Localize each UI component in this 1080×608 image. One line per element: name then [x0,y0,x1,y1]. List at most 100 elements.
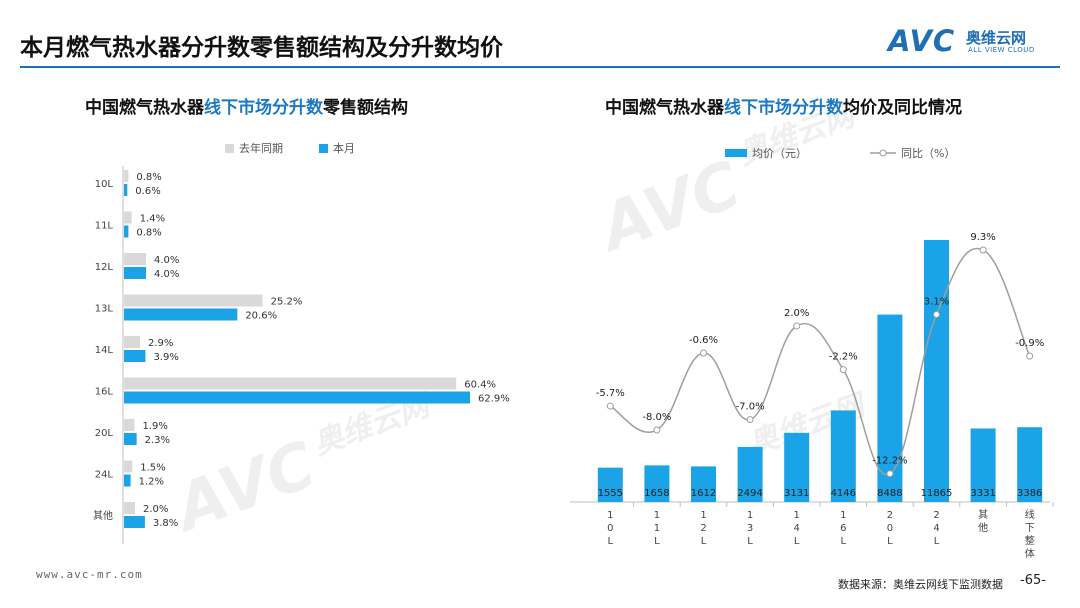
footer-url: www.avc-mr.com [36,568,143,581]
yoy-point [653,426,661,434]
bar-value-label: 1555 [598,488,623,499]
left-chart-title-prefix: 中国燃气热水器 [85,98,204,118]
yoy-label: -12.2% [872,456,907,467]
category-label: L [701,536,707,547]
bar-value-label: 3386 [1017,488,1042,499]
yoy-label: 9.3% [970,232,995,243]
page-title: 本月燃气热水器分升数零售额结构及分升数均价 [20,35,503,61]
bar-last-year [124,211,132,224]
legend-swatch [319,143,328,153]
bar-value-label: 3331 [970,488,995,499]
yoy-point [979,246,987,254]
category-label: 16L [95,387,114,398]
legend-swatch [725,149,747,157]
bar-value-label: 3131 [784,488,809,499]
data-label: 0.8% [136,228,161,239]
category-label: 1 [840,510,846,521]
category-label: 6 [840,523,846,534]
legend-line-swatch [870,149,896,157]
category-label: 2 [887,510,893,521]
category-label: 0 [887,523,893,534]
category-label: 1 [700,510,706,521]
page-number: -65- [1020,573,1046,588]
bar-this-month [124,308,238,321]
legend-label: 去年同期 [239,142,283,155]
legend-label: 均价（元） [752,147,807,160]
data-label: 2.3% [145,435,170,446]
bar-last-year [124,336,140,348]
bar-last-year [124,253,147,265]
yoy-label: 2.0% [784,308,809,319]
category-label: L [887,536,893,547]
category-label: 0 [607,523,613,534]
bar-value-label: 1658 [644,488,669,499]
yoy-label: -8.0% [642,412,671,423]
legend-item-yoy: 同比（%） [870,145,955,161]
left-chart-title-highlight: 线下市场分升数 [204,98,323,118]
yoy-label: -0.9% [1015,338,1044,349]
data-label: 2.9% [148,338,173,349]
bar-last-year [124,502,136,514]
yoy-point [933,311,940,319]
data-source-note: 数据来源：奥维云网线下监测数据 [838,578,1003,591]
category-label: 14L [95,345,114,356]
bar-this-month [124,350,146,362]
category-label: 2 [933,510,939,521]
category-label: 24L [95,470,114,481]
legend-item-avg-price: 均价（元） [725,145,807,161]
bar-avg-price [691,466,716,502]
logo-cn-text: 奥维云网 [966,29,1027,47]
category-label: 1 [654,523,660,534]
brand-logo: AVC 奥维云网 ALL VIEW CLOUD [888,24,1058,58]
logo-mark: AVC [888,24,956,58]
category-label: 线 [1025,508,1035,521]
right-combo-chart: 1555 1 0 L 1658 1 1 L 1612 1 2 L 2494 1 3 L 3131 1 4 L 4146 1… [570,232,1054,560]
yoy-label: 3.1% [924,297,949,308]
category-label: L [608,536,614,547]
legend-label: 本月 [333,142,355,155]
yoy-point [793,322,801,330]
category-label: L [934,536,940,547]
data-label: 1.4% [140,214,165,225]
data-label: 4.0% [154,269,179,280]
data-label: 4.0% [154,255,179,266]
category-label: 1 [794,510,800,521]
bar-last-year [124,460,133,473]
legend-label: 同比（%） [901,147,956,160]
category-label: L [841,536,847,547]
category-label: 1 [607,510,613,521]
category-label: 体 [1025,548,1035,560]
bar-this-month [124,516,145,528]
bar-this-month [124,391,470,404]
bar-avg-price [970,428,996,502]
data-label: 0.8% [136,172,161,183]
bar-this-month [124,225,129,238]
bar-value-label: 1612 [691,488,716,499]
bar-this-month [124,474,131,487]
data-label: 20.6% [245,311,277,322]
bar-this-month [124,433,137,445]
data-label: 2.0% [143,504,168,515]
category-label: 11L [95,221,114,232]
category-label: 10L [95,179,114,190]
yoy-point [839,366,847,374]
bar-this-month [124,184,128,196]
data-label: 1.2% [139,477,164,488]
bar-last-year [124,170,129,182]
yoy-point [746,416,754,424]
bar-last-year [124,419,135,431]
bar-avg-price [737,446,763,502]
bar-value-label: 2494 [737,488,762,499]
data-label: 0.6% [135,186,160,197]
category-label: L [794,536,800,547]
legend-swatch [225,143,234,153]
right-chart-title-suffix: 均价及同比情况 [843,98,962,118]
yoy-point [606,402,614,410]
legend-item-last-year: 去年同期 [225,140,283,156]
data-label: 62.9% [478,394,510,405]
header-divider [20,66,1060,68]
bar-avg-price [784,432,810,502]
data-label: 25.2% [271,297,303,308]
bar-value-label: 8488 [877,488,902,499]
bar-value-label: 4146 [831,488,856,499]
